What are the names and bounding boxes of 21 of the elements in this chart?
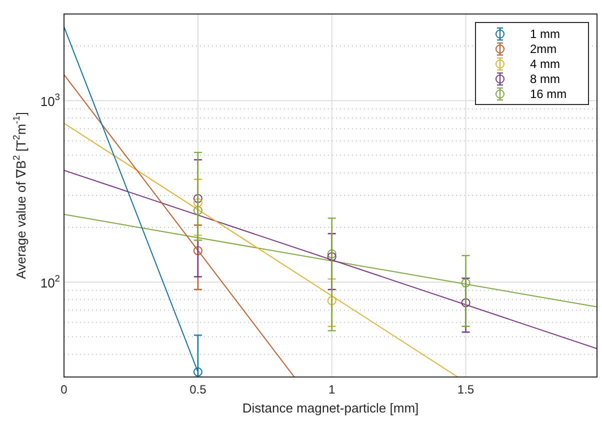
point <box>327 249 336 258</box>
x-tick-label: 1 <box>328 382 336 396</box>
point <box>193 367 202 376</box>
point <box>193 194 202 203</box>
point <box>193 246 202 256</box>
legend-label: 16 mm <box>530 86 567 100</box>
point <box>327 252 336 262</box>
legend-label: 4 mm <box>530 56 560 70</box>
legend-label: 2mm <box>530 42 557 56</box>
legend-label: 8 mm <box>530 72 560 86</box>
x-tick-label: 0.5 <box>190 382 207 396</box>
point <box>193 206 202 216</box>
point <box>327 296 336 306</box>
x-tick-label: 0 <box>60 382 68 396</box>
x-axis-title: Distance magnet-particle [mm] <box>242 400 419 416</box>
legend-label: 1 mm <box>530 26 560 40</box>
point <box>461 298 470 308</box>
point <box>193 198 202 208</box>
point <box>461 278 470 288</box>
y-axis-title: Average value of ∇B2 [T2m-1] <box>11 112 29 279</box>
x-tick-label: 1.5 <box>457 382 474 396</box>
